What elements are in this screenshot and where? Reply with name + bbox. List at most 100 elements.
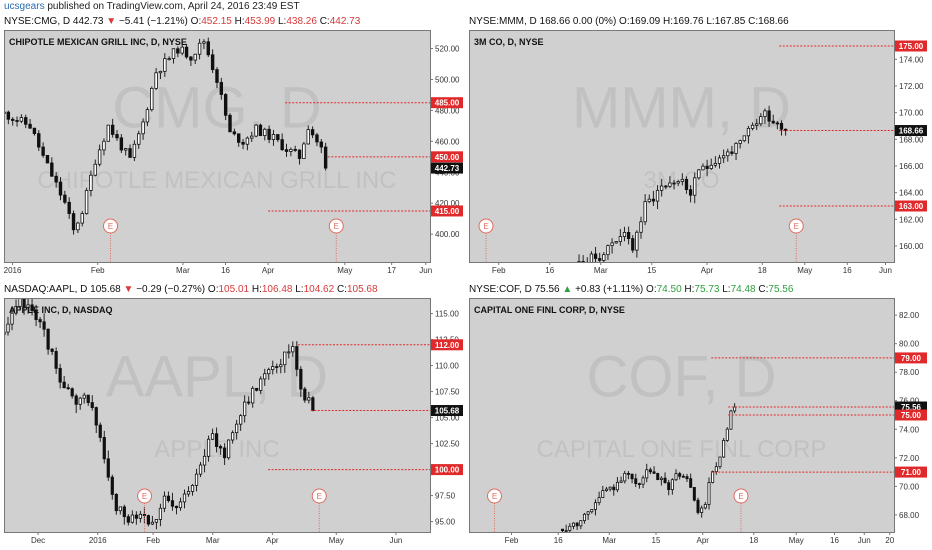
ohlc-o: 169.09 <box>629 16 661 27</box>
candle <box>235 423 239 434</box>
level-price-label: 112.00 <box>435 341 460 350</box>
candle <box>697 169 701 179</box>
candle <box>672 182 676 185</box>
candle <box>206 438 211 457</box>
candle <box>162 495 167 509</box>
candle <box>696 499 700 513</box>
candle <box>98 424 102 438</box>
y-tick-label: 80.00 <box>899 340 920 349</box>
candle <box>110 124 115 135</box>
ohlc-label-c: C: <box>316 16 330 27</box>
candle <box>714 466 718 473</box>
current-price-tag <box>895 125 927 137</box>
candle <box>779 122 784 130</box>
candle <box>307 397 311 401</box>
candle <box>323 146 328 169</box>
candle <box>652 471 656 474</box>
time-axis <box>4 533 464 546</box>
candle <box>668 182 672 187</box>
candle <box>297 149 302 159</box>
candle <box>146 515 151 525</box>
candle <box>271 134 276 140</box>
down-arrow-icon: ▼ <box>106 16 117 27</box>
candle <box>283 351 287 366</box>
candle <box>280 139 284 151</box>
candle <box>734 142 738 154</box>
candle <box>670 479 674 491</box>
candle <box>293 149 297 151</box>
current-price-label: 105.68 <box>435 407 460 416</box>
ohlc-l: 74.48 <box>730 284 756 295</box>
candle <box>174 505 179 509</box>
candle <box>713 163 718 166</box>
x-tick-label: 2016 <box>4 266 22 275</box>
watermark-ticker: COF, D <box>586 344 776 409</box>
candle <box>37 133 41 148</box>
y-tick-label: 170.00 <box>899 109 924 118</box>
candle <box>267 128 271 140</box>
candle <box>227 439 231 459</box>
cof-quote-header: NYSE:COF, D 75.56 ▲ +0.83 (+1.11%) O:74.… <box>469 284 793 296</box>
candle <box>241 141 245 145</box>
candle <box>122 506 126 518</box>
ohlc-label-l: L: <box>703 16 715 27</box>
level-price-tag <box>431 464 463 476</box>
plot-area <box>4 298 431 533</box>
earnings-label: E <box>492 492 497 501</box>
level-price-label: 415.00 <box>435 207 460 216</box>
x-tick-label: Jun <box>389 536 402 545</box>
candle <box>656 473 660 480</box>
candle <box>14 305 18 314</box>
candle <box>28 123 32 129</box>
x-tick-label: May <box>797 266 812 275</box>
candle <box>707 482 711 505</box>
candle <box>718 456 722 468</box>
candle <box>709 164 713 169</box>
candle <box>763 110 767 118</box>
ohlc-label-h: H: <box>249 284 262 295</box>
y-tick-label: 68.00 <box>899 511 920 520</box>
candle <box>54 351 58 369</box>
publisher-username[interactable]: ucsgears <box>4 1 45 12</box>
level-price-label: 71.00 <box>901 468 922 477</box>
candle <box>619 480 623 483</box>
y-tick-label: 82.00 <box>899 311 920 320</box>
candle <box>93 163 97 176</box>
ohlc-h: 453.99 <box>244 16 276 27</box>
candle <box>80 213 84 224</box>
candle <box>612 486 616 491</box>
candle <box>251 387 255 404</box>
candle <box>63 194 67 203</box>
ohlc-l: 438.26 <box>286 16 317 27</box>
ohlc-c: 168.66 <box>758 16 789 27</box>
ohlc-label-l: L: <box>719 284 731 295</box>
candle <box>664 185 668 188</box>
ohlc-label-o: O: <box>187 16 202 27</box>
candle <box>142 513 146 516</box>
candle <box>50 162 54 177</box>
candle <box>232 131 237 135</box>
candle <box>755 123 759 126</box>
ohlc-label-o: O: <box>643 284 657 295</box>
y-tick-label: 164.00 <box>899 189 924 198</box>
candle <box>186 491 191 495</box>
candle <box>245 137 250 145</box>
current-price-label: 442.73 <box>435 164 460 173</box>
candle <box>693 177 697 196</box>
y-tick-label: 480.00 <box>435 106 460 115</box>
cof-chart[interactable]: COF, D CAPITAL ONE FINL CORP CAPITAL ONE F… <box>469 298 928 546</box>
candle <box>259 378 263 391</box>
y-tick-label: 174.00 <box>899 55 924 64</box>
candle <box>738 140 742 144</box>
candle <box>641 477 645 485</box>
x-tick-label: 16 <box>221 266 230 275</box>
y-tick-label: 107.50 <box>435 388 460 397</box>
earnings-label: E <box>334 222 339 231</box>
candle <box>287 351 291 354</box>
y-tick-label: 400.00 <box>435 230 460 239</box>
candle <box>639 221 643 233</box>
x-tick-label: Jun <box>419 266 432 275</box>
